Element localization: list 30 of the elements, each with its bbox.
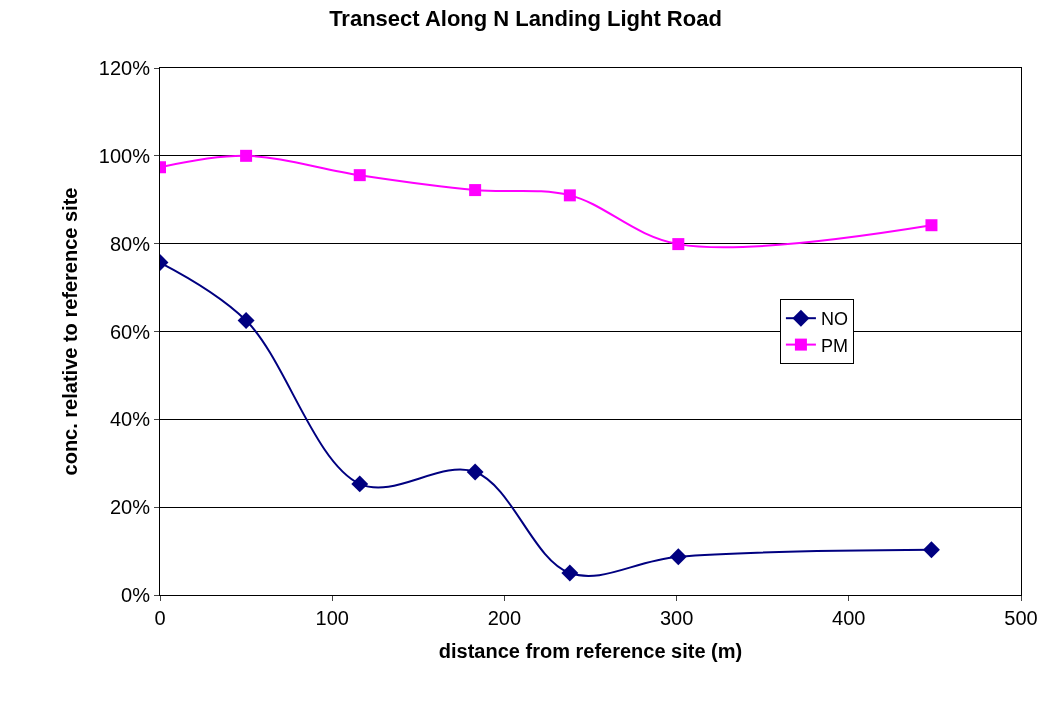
x-tick-label: 400 [832, 607, 866, 629]
point [669, 548, 687, 566]
point [351, 475, 369, 493]
y-axis-title: conc. relative to reference site [59, 187, 82, 476]
point [237, 312, 255, 329]
x-tick-label: 100 [315, 607, 349, 629]
chart-title: Transect Along N Landing Light Road [329, 5, 722, 31]
y-tick-label: 100% [98, 144, 151, 167]
point [563, 189, 576, 202]
point [466, 463, 484, 481]
legend-label: NO [820, 309, 848, 330]
x-tick-label: 500 [1004, 607, 1038, 629]
x-tick-label: 0 [154, 607, 166, 629]
point [925, 219, 938, 232]
point [561, 564, 579, 582]
x-tick-label: 300 [659, 607, 694, 629]
point [240, 149, 253, 162]
y-tick-label: 120% [98, 57, 151, 79]
y-tick-label: 60% [109, 320, 151, 343]
y-tick-label: 0% [121, 584, 151, 606]
point [672, 238, 685, 251]
y-tick-label: 20% [109, 496, 151, 519]
y-tick-label: 80% [109, 232, 151, 255]
x-axis-title: distance from reference site (m) [438, 639, 743, 662]
point [469, 184, 482, 197]
point [923, 541, 940, 559]
legend-label: PM [820, 335, 848, 356]
point [353, 169, 366, 182]
y-tick-label: 40% [109, 408, 151, 431]
x-tick-label: 200 [487, 607, 522, 629]
